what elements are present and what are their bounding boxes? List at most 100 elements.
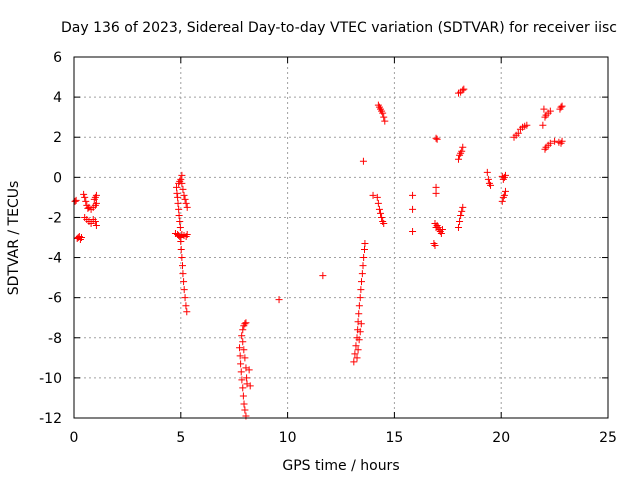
- data-point: [456, 217, 464, 225]
- x-tick-label: 20: [492, 430, 510, 446]
- data-point: [354, 346, 362, 354]
- data-point: [238, 376, 246, 384]
- data-point: [546, 139, 554, 147]
- data-point: [90, 195, 98, 203]
- data-point: [501, 187, 509, 195]
- data-point: [245, 366, 253, 374]
- data-point: [409, 205, 417, 213]
- data-point: [438, 225, 446, 233]
- data-point: [182, 199, 190, 207]
- data-point: [498, 197, 506, 205]
- data-point: [173, 183, 181, 191]
- data-point: [360, 254, 368, 262]
- y-tick-label: -10: [39, 371, 62, 387]
- data-point: [498, 172, 506, 180]
- data-point: [175, 205, 183, 213]
- data-point: [240, 400, 248, 408]
- data-point: [359, 157, 367, 165]
- data-point: [458, 147, 466, 155]
- data-point: [91, 217, 99, 225]
- data-point: [409, 191, 417, 199]
- data-point: [84, 204, 92, 212]
- data-point: [540, 105, 548, 113]
- data-point: [380, 113, 388, 121]
- data-point: [182, 302, 190, 310]
- data-point: [357, 320, 365, 328]
- data-point: [179, 262, 187, 270]
- y-tick-label: -8: [48, 331, 62, 347]
- data-point: [558, 102, 566, 110]
- data-point: [82, 197, 90, 205]
- data-point: [361, 240, 369, 248]
- y-tick-label: 6: [53, 50, 62, 66]
- data-point: [176, 223, 184, 231]
- data-point: [375, 205, 383, 213]
- data-point: [381, 117, 389, 125]
- data-point: [539, 121, 547, 129]
- data-point: [558, 137, 566, 145]
- data-point: [174, 193, 182, 201]
- data-point: [183, 230, 191, 238]
- data-point: [177, 246, 185, 254]
- data-point: [352, 342, 360, 350]
- data-point: [177, 175, 185, 183]
- data-point: [319, 272, 327, 280]
- data-point: [514, 129, 522, 137]
- data-point: [523, 121, 531, 129]
- data-point: [551, 137, 559, 145]
- data-point: [432, 183, 440, 191]
- data-point: [483, 168, 491, 176]
- data-point: [183, 203, 191, 211]
- y-axis-label: SDTVAR / TECUs: [6, 181, 22, 296]
- data-point: [180, 278, 188, 286]
- data-point: [459, 86, 467, 94]
- data-point: [179, 185, 187, 193]
- y-tick-label: 4: [53, 90, 62, 106]
- data-point: [174, 199, 182, 207]
- data-point: [236, 352, 244, 360]
- data-point: [237, 368, 245, 376]
- data-point: [183, 308, 191, 316]
- data-point: [373, 193, 381, 201]
- data-point: [459, 143, 467, 151]
- data-point: [377, 209, 385, 217]
- data-point: [179, 270, 187, 278]
- data-point: [409, 227, 417, 235]
- y-tick-label: -4: [48, 251, 62, 267]
- data-point: [239, 338, 247, 346]
- data-point: [356, 294, 364, 302]
- data-point: [241, 354, 249, 362]
- data-point: [241, 406, 249, 414]
- data-point: [180, 286, 188, 294]
- data-point: [180, 191, 188, 199]
- data-point: [173, 189, 181, 197]
- y-tick-label: 0: [53, 170, 62, 186]
- y-tick-label: 2: [53, 130, 62, 146]
- data-point: [546, 107, 554, 115]
- axis-ticks: [73, 56, 609, 419]
- y-tick-label: -2: [48, 210, 62, 226]
- data-point: [239, 392, 247, 400]
- data-points: [71, 85, 566, 420]
- x-tick-label: 25: [599, 430, 617, 446]
- data-point: [380, 219, 388, 227]
- y-tick-label: -12: [39, 411, 62, 427]
- data-point: [81, 193, 89, 201]
- data-point: [358, 270, 366, 278]
- data-point: [240, 346, 248, 354]
- data-point: [236, 344, 244, 352]
- data-point: [92, 191, 100, 199]
- data-point: [353, 354, 361, 362]
- data-point: [454, 223, 462, 231]
- data-point: [239, 326, 247, 334]
- y-tick-labels: -12 -10 -8 -6 -4 -2 0 2 4 6: [39, 50, 62, 427]
- data-point: [246, 382, 254, 390]
- data-point: [238, 332, 246, 340]
- data-point: [181, 294, 189, 302]
- data-point: [350, 358, 358, 366]
- data-point: [457, 211, 465, 219]
- data-point: [433, 135, 441, 143]
- data-point: [432, 134, 440, 142]
- data-point: [178, 171, 186, 179]
- data-point: [178, 179, 186, 187]
